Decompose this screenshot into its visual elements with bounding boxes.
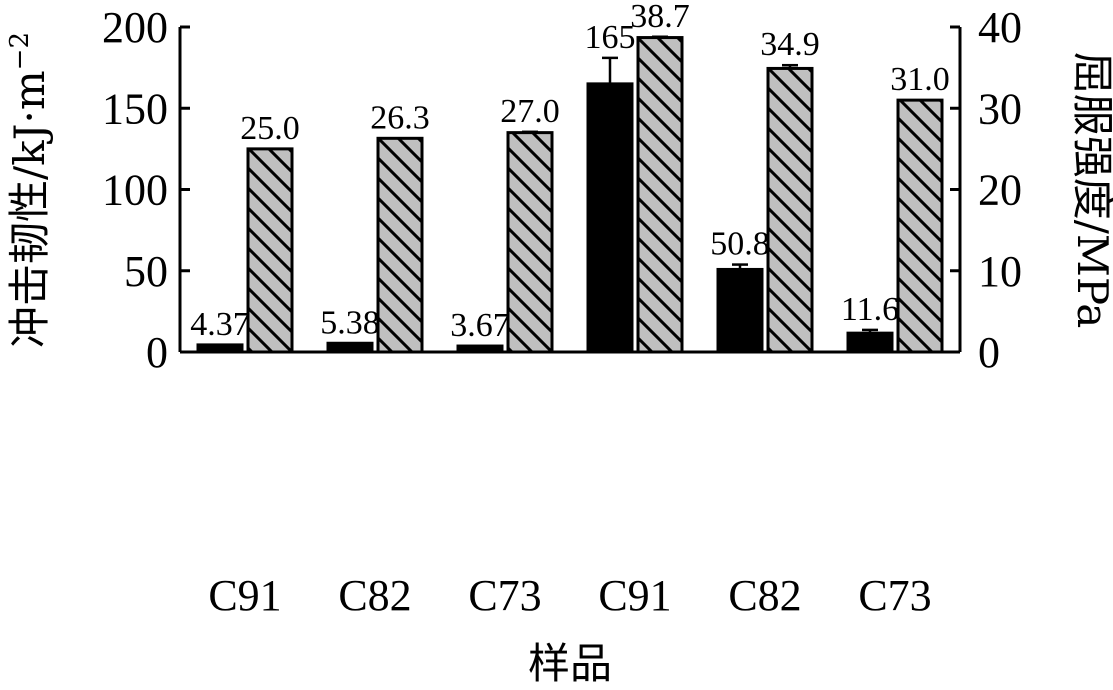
left-axis-title-main: 冲击韧性/kJ — [5, 124, 54, 348]
category-label-4: C82 — [728, 571, 801, 620]
left-tick-label-1: 50 — [124, 247, 168, 296]
bar-s1-4 — [766, 66, 814, 354]
bar-s1-0 — [246, 147, 294, 354]
left-axis-title-sup: −2 — [5, 32, 35, 70]
category-labels: C91 C82 C73 C91 C82 C73 — [208, 571, 931, 620]
error-bars-layer — [522, 35, 878, 334]
data-label-s1-5: 31.0 — [890, 61, 950, 98]
bars-layer — [196, 36, 944, 354]
right-ticks: 0 10 20 30 40 — [950, 3, 1022, 377]
data-label-s0-5: 11.6 — [841, 291, 899, 328]
right-axis-title: 屈服强度/MPa — [1068, 52, 1113, 329]
x-axis-title: 样品 — [528, 639, 612, 688]
left-ticks: 0 50 100 150 200 — [102, 3, 190, 377]
category-label-1: C82 — [338, 571, 411, 620]
left-tick-label-4: 200 — [102, 3, 168, 52]
data-label-s0-4: 50.8 — [710, 226, 770, 263]
right-tick-label-4: 40 — [978, 3, 1022, 52]
right-tick-label-1: 10 — [978, 247, 1022, 296]
category-label-2: C73 — [468, 571, 541, 620]
bar-s1-1 — [376, 136, 424, 354]
bar-s0-4 — [716, 267, 764, 354]
left-tick-label-2: 100 — [102, 166, 168, 215]
left-tick-label-0: 0 — [146, 328, 168, 377]
data-label-s0-3: 165 — [585, 19, 636, 56]
data-label-s0-0: 4.37 — [190, 306, 250, 343]
right-tick-label-3: 30 — [978, 84, 1022, 133]
bar-s1-2 — [506, 131, 554, 354]
data-label-s1-2: 27.0 — [500, 93, 560, 130]
left-axis-title: 冲击韧性/kJ·m−2 — [5, 32, 54, 348]
bar-s0-5 — [846, 331, 894, 354]
category-label-0: C91 — [208, 571, 281, 620]
data-label-s0-2: 3.67 — [450, 307, 510, 344]
left-axis-title-unit: m — [5, 70, 54, 110]
data-label-s1-0: 25.0 — [240, 110, 300, 147]
data-label-s0-1: 5.38 — [320, 304, 380, 341]
right-tick-label-0: 0 — [978, 328, 1000, 377]
bar-s1-3 — [636, 36, 684, 354]
right-tick-label-2: 20 — [978, 166, 1022, 215]
data-label-s1-4: 34.9 — [760, 26, 820, 63]
category-label-3: C91 — [598, 571, 671, 620]
bar-s0-3 — [586, 82, 634, 354]
left-tick-label-3: 150 — [102, 84, 168, 133]
left-axis-title-dot: · — [5, 110, 54, 123]
data-label-s1-1: 26.3 — [370, 99, 430, 136]
bar-s1-5 — [896, 98, 944, 354]
category-label-5: C73 — [858, 571, 931, 620]
data-label-s1-3: 38.7 — [630, 0, 690, 35]
